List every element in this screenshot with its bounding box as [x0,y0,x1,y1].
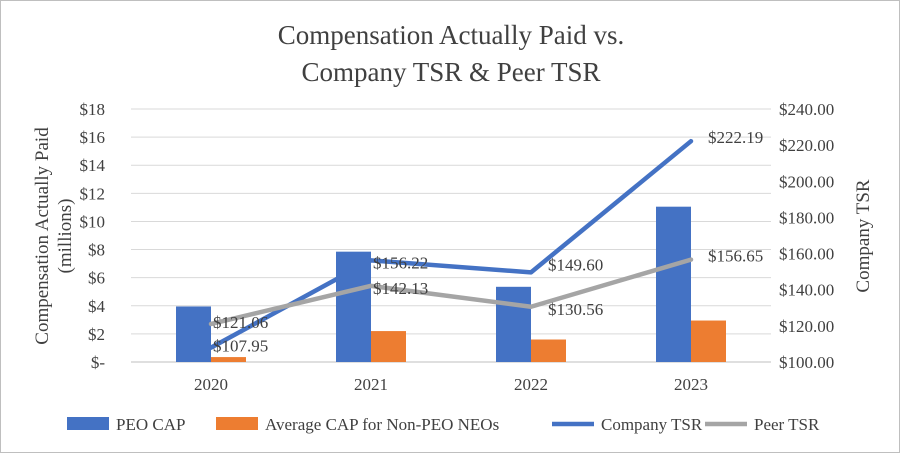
legend-label-company-tsr: Company TSR [601,415,703,434]
x-tick-label: 2021 [354,375,388,394]
data-labels: $107.95 $156.22 $149.60 $222.19 $121.06 $142.… [213,128,763,355]
bar-peo-cap [176,306,211,362]
company-tsr-data-label: $107.95 [213,337,268,356]
company-tsr-line [208,138,694,350]
chart-title-line2: Company TSR & Peer TSR [301,57,600,87]
left-tick-label: $18 [80,100,106,119]
peer-tsr-data-label: $156.65 [708,247,763,266]
x-tick-label: 2022 [514,375,548,394]
bar-peo-cap [496,286,531,362]
left-axis-label-line1: Compensation Actually Paid [32,127,53,345]
right-axis-label: Company TSR [853,179,874,292]
right-axis-ticks: $100.00 $120.00 $140.00 $160.00 $180.00 $200.… [779,100,834,372]
left-tick-label: $10 [80,212,106,231]
peer-tsr-line [208,257,694,327]
right-tick-label: $240.00 [779,100,834,119]
left-tick-label: $12 [80,184,106,203]
legend-swatch-peo-cap [67,417,109,430]
legend-swatch-average-cap-for-non-peo-neos [216,417,258,430]
left-tick-label: $8 [88,241,105,260]
right-tick-label: $220.00 [779,136,834,155]
legend-label-peer-tsr: Peer TSR [754,415,820,434]
peer-tsr-data-label: $142.13 [373,279,428,298]
left-tick-label: $4 [88,297,106,316]
bar-non-peo-cap [371,331,406,362]
left-tick-label: $14 [80,156,106,175]
bar-peo-cap [656,206,691,362]
right-tick-label: $120.00 [779,317,834,336]
company-tsr-data-label: $222.19 [708,128,763,147]
legend: PEO CAP Average CAP for Non-PEO NEOs Compa… [67,415,820,434]
right-tick-label: $140.00 [779,281,834,300]
legend-label-peo-cap: PEO CAP [116,415,185,434]
left-tick-label: $16 [80,128,106,147]
x-axis-ticks: 2020 2021 2022 2023 [194,375,708,394]
left-tick-label: $6 [88,269,105,288]
peer-tsr-data-label: $130.56 [548,300,603,319]
company-tsr-data-label: $149.60 [548,255,603,274]
bar-non-peo-cap [531,339,566,362]
legend-label-average-cap-for-non-peo-neos: Average CAP for Non-PEO NEOs [265,415,499,434]
left-axis-label-line2: (millions) [55,199,76,274]
right-tick-label: $100.00 [779,353,834,372]
lines [208,138,694,350]
left-axis-ticks: $- $2 $4 $6 $8 $10 $12 $14 $16 $18 [80,100,106,372]
bar-non-peo-cap [691,320,726,362]
x-tick-label: 2023 [674,375,708,394]
company-tsr-data-label: $156.22 [373,253,428,272]
peer-tsr-data-label: $121.06 [213,313,268,332]
right-tick-label: $180.00 [779,208,834,227]
chart-title-line1: Compensation Actually Paid vs. [278,20,624,50]
bars [176,206,726,362]
x-tick-label: 2020 [194,375,228,394]
bar-non-peo-cap [211,357,246,362]
right-tick-label: $200.00 [779,172,834,191]
right-tick-label: $160.00 [779,245,834,264]
left-tick-label: $- [91,353,106,372]
left-tick-label: $2 [88,325,105,344]
